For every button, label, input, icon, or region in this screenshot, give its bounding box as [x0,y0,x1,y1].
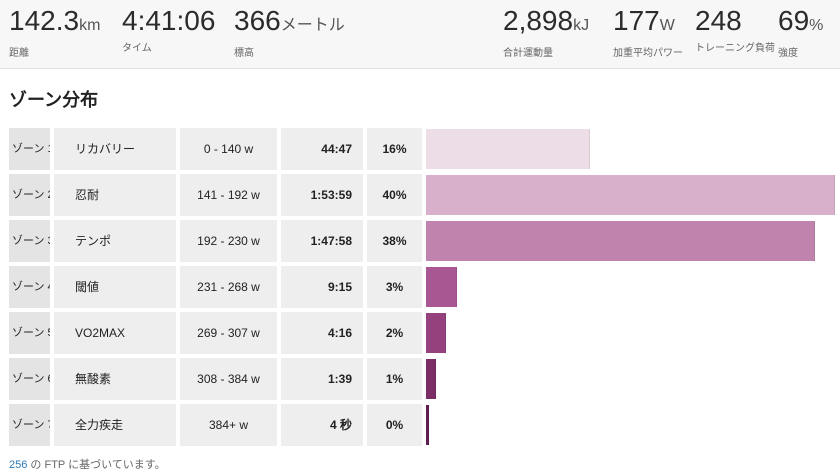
stat-training-load: 248 トレーニング負荷 [695,4,775,54]
zone-power-range: 231 - 268 w [180,266,277,308]
zone-bar [426,405,429,445]
zone-name: 閾値 [54,266,176,308]
stat-work-value: 2,898 [503,5,574,36]
zone-time: 1:47:58 [281,220,363,262]
stat-weighted-power-unit: W [659,17,675,34]
zone-bar [426,313,446,353]
section-title: ゾーン分布 [9,90,99,110]
stat-distance-value: 142.3 [9,5,80,36]
stat-elevation-unit: メートル [280,17,345,34]
zone-row: ゾーン 2 忍耐 141 - 192 w 1:53:59 40% [9,174,840,216]
zone-label: ゾーン 2 [9,174,50,216]
zone-label: ゾーン 4 [9,266,50,308]
ftp-footnote: 256 の FTP に基づいています。 [9,456,166,472]
zone-label: ゾーン 7 [9,404,50,446]
zone-label: ゾーン 3 [9,220,50,262]
stat-time-label: タイム [122,43,152,54]
zone-bar-track [426,405,835,445]
zone-label: ゾーン 6 [9,358,50,400]
zone-time: 4:16 [281,312,363,354]
zone-row: ゾーン 3 テンポ 192 - 230 w 1:47:58 38% [9,220,840,262]
zone-percent: 0% [367,404,422,446]
zone-bar [426,221,815,261]
zone-time: 44:47 [281,128,363,170]
zone-bar-track [426,359,835,399]
zone-bar-track [426,313,835,353]
stat-training-load-label: トレーニング負荷 [695,43,775,54]
zone-power-range: 0 - 140 w [180,128,277,170]
zone-bar [426,359,436,399]
zone-label: ゾーン 5 [9,312,50,354]
zone-row: ゾーン 4 閾値 231 - 268 w 9:15 3% [9,266,840,308]
stat-work-label: 合計運動量 [503,48,553,59]
stat-time: 4:41:06 タイム [122,4,215,54]
stat-weighted-power-value: 177 [613,5,660,36]
zone-power-range: 192 - 230 w [180,220,277,262]
zone-name: VO2MAX [54,312,176,354]
zone-time: 9:15 [281,266,363,308]
stat-intensity-unit: % [809,17,824,34]
stat-intensity-label: 強度 [778,48,798,59]
stat-distance-unit: km [79,17,101,34]
zone-row: ゾーン 5 VO2MAX 269 - 307 w 4:16 2% [9,312,840,354]
stat-work: 2,898kJ 合計運動量 [503,4,589,59]
stat-elevation: 366メートル 標高 [234,4,345,59]
stat-work-unit: kJ [573,17,590,34]
stat-intensity: 69% 強度 [778,4,823,59]
zone-bar [426,129,590,169]
zone-bar [426,175,835,215]
stat-elevation-value: 366 [234,5,281,36]
zone-name: 無酸素 [54,358,176,400]
zone-row: ゾーン 6 無酸素 308 - 384 w 1:39 1% [9,358,840,400]
zone-time: 4 秒 [281,404,363,446]
zone-percent: 3% [367,266,422,308]
zone-percent: 40% [367,174,422,216]
stat-distance-label: 距離 [9,48,29,59]
zone-power-range: 141 - 192 w [180,174,277,216]
ftp-footnote-text: の FTP に基づいています。 [27,459,166,471]
zone-power-range: 384+ w [180,404,277,446]
ftp-value-link[interactable]: 256 [9,459,28,471]
zone-power-range: 308 - 384 w [180,358,277,400]
zone-bar-track [426,129,835,169]
zone-percent: 38% [367,220,422,262]
zone-label: ゾーン 1 [9,128,50,170]
zone-name: テンポ [54,220,176,262]
zone-bar-track [426,267,835,307]
summary-stats-bar: 142.3km 距離 4:41:06 タイム 366メートル 標高 2,898k… [0,0,840,69]
zone-percent: 16% [367,128,422,170]
stat-elevation-label: 標高 [234,48,254,59]
zone-bar [426,267,457,307]
zone-time: 1:53:59 [281,174,363,216]
stat-distance: 142.3km 距離 [9,4,100,59]
zone-name: 全力疾走 [54,404,176,446]
zone-bar-track [426,221,835,261]
stat-time-value: 4:41:06 [122,5,216,36]
zone-row: ゾーン 1 リカバリー 0 - 140 w 44:47 16% [9,128,840,170]
zone-percent: 2% [367,312,422,354]
zone-percent: 1% [367,358,422,400]
stat-weighted-power: 177W 加重平均パワー [613,4,683,59]
zone-name: 忍耐 [54,174,176,216]
zone-bar-track [426,175,835,215]
stat-intensity-value: 69 [778,5,810,36]
zone-name: リカバリー [54,128,176,170]
zone-power-range: 269 - 307 w [180,312,277,354]
stat-weighted-power-label: 加重平均パワー [613,48,683,59]
zone-time: 1:39 [281,358,363,400]
stat-training-load-value: 248 [695,5,742,36]
